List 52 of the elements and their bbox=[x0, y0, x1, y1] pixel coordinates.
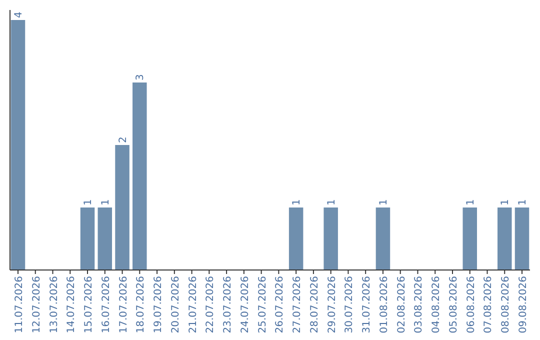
x-tick-label: 20.07.2026 bbox=[170, 276, 182, 334]
x-tick-label: 18.07.2026 bbox=[136, 276, 147, 334]
bar bbox=[132, 82, 147, 270]
x-tick-label: 31.07.2026 bbox=[362, 276, 373, 334]
x-tick-label: 26.07.2026 bbox=[274, 276, 286, 334]
data-label: 1 bbox=[500, 199, 512, 206]
x-tick-label: 01.08.2026 bbox=[378, 276, 390, 334]
x-tick-label: 14.07.2026 bbox=[66, 276, 78, 334]
x-tick-label: 08.08.2026 bbox=[500, 276, 512, 334]
x-tick-label: 07.08.2026 bbox=[483, 276, 494, 334]
bar bbox=[514, 208, 530, 270]
bar bbox=[98, 208, 112, 270]
data-label: 1 bbox=[326, 199, 338, 206]
bar bbox=[376, 208, 390, 270]
data-label: 4 bbox=[13, 12, 24, 18]
bar bbox=[462, 208, 477, 270]
bar bbox=[115, 145, 130, 270]
x-tick-label: 22.07.2026 bbox=[205, 276, 216, 334]
x-tick-label: 23.07.2026 bbox=[222, 276, 234, 334]
data-label: 1 bbox=[518, 199, 529, 206]
bar bbox=[324, 208, 338, 270]
x-tick-label: 29.07.2026 bbox=[326, 276, 338, 334]
bar bbox=[80, 208, 95, 270]
bar bbox=[288, 208, 304, 270]
x-tick-label: 25.07.2026 bbox=[257, 276, 268, 334]
data-label: 1 bbox=[292, 199, 303, 206]
data-label: 1 bbox=[83, 199, 94, 206]
data-label: 2 bbox=[118, 136, 129, 143]
x-tick-label: 06.08.2026 bbox=[466, 276, 477, 334]
x-tick-label: 24.07.2026 bbox=[240, 276, 251, 334]
bar bbox=[10, 20, 26, 270]
x-tick-label: 27.07.2026 bbox=[292, 276, 304, 334]
x-tick-label: 16.07.2026 bbox=[100, 276, 112, 334]
data-label: 1 bbox=[100, 199, 112, 206]
data-label: 1 bbox=[378, 199, 390, 206]
x-tick-label: 21.07.2026 bbox=[188, 276, 199, 334]
x-tick-label: 12.07.2026 bbox=[31, 276, 42, 334]
x-tick-label: 28.07.2026 bbox=[309, 276, 320, 334]
data-label: 3 bbox=[135, 74, 146, 80]
x-tick-label: 17.07.2026 bbox=[118, 276, 130, 334]
x-tick-label: 09.08.2026 bbox=[518, 276, 530, 334]
x-tick-label: 05.08.2026 bbox=[448, 276, 460, 334]
bar bbox=[498, 208, 512, 270]
x-tick-label: 13.07.2026 bbox=[48, 276, 60, 334]
x-tick-label: 19.07.2026 bbox=[153, 276, 164, 334]
x-tick-label: 03.08.2026 bbox=[414, 276, 425, 334]
x-tick-label: 04.08.2026 bbox=[431, 276, 442, 334]
x-tick-label: 02.08.2026 bbox=[396, 276, 408, 334]
x-tick-label: 11.07.2026 bbox=[14, 276, 25, 334]
x-tick-label: 15.07.2026 bbox=[84, 276, 95, 334]
x-tick-label: 30.07.2026 bbox=[344, 276, 356, 334]
data-label: 1 bbox=[465, 199, 476, 206]
